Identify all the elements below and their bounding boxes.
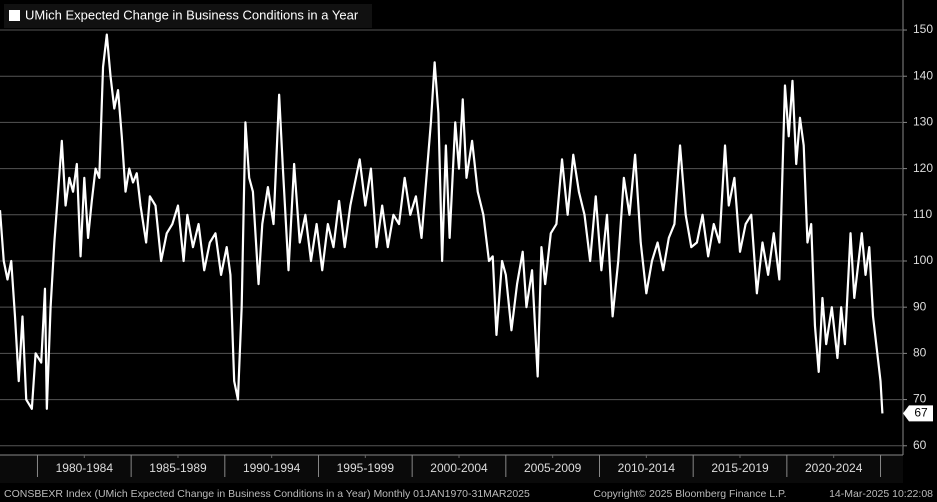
- x-tick-label: 1995-1999: [337, 461, 395, 475]
- grid: [0, 29, 903, 447]
- x-tick-label: 1990-1994: [243, 461, 301, 475]
- legend-label: UMich Expected Change in Business Condit…: [25, 7, 359, 22]
- footer-right: 14-Mar-2025 10:22:08: [829, 488, 933, 500]
- y-tick-label: 70: [913, 392, 927, 406]
- x-tick-label: 1980-1984: [56, 461, 114, 475]
- last-value-tag: [903, 405, 933, 422]
- legend-swatch: [9, 10, 20, 21]
- plot: [0, 33, 884, 414]
- x-tick-label: 2000-2004: [430, 461, 488, 475]
- x-tick-label: 2010-2014: [618, 461, 676, 475]
- x-axis-band: [0, 455, 903, 483]
- y-tick-label: 100: [913, 253, 933, 267]
- last-value-label: 67: [914, 406, 928, 420]
- data-line: [0, 33, 884, 414]
- legend-box: [4, 4, 372, 28]
- x-tick-label: 1985-1989: [149, 461, 207, 475]
- y-tick-label: 110: [913, 207, 932, 221]
- x-tick-label: 2020-2024: [805, 461, 863, 475]
- footer-left: CONSBEXR Index (UMich Expected Change in…: [4, 488, 530, 500]
- y-tick-label: 150: [913, 22, 933, 36]
- y-tick-label: 60: [913, 438, 927, 452]
- y-tick-label: 120: [913, 161, 933, 175]
- y-tick-label: 80: [913, 346, 927, 360]
- y-tick-label: 140: [913, 68, 933, 82]
- x-tick-label: 2015-2019: [711, 461, 769, 475]
- y-tick-label: 90: [913, 299, 927, 313]
- footer-center: Copyright© 2025 Bloomberg Finance L.P.: [593, 488, 786, 500]
- y-tick-label: 130: [913, 115, 933, 129]
- x-tick-label: 2005-2009: [524, 461, 582, 475]
